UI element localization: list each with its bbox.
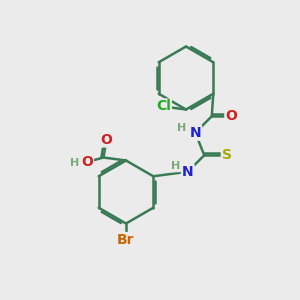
Text: H: H xyxy=(70,158,79,169)
Text: O: O xyxy=(225,109,237,123)
Text: N: N xyxy=(182,165,194,179)
Text: S: S xyxy=(222,148,232,162)
Text: H: H xyxy=(171,161,180,171)
Text: Br: Br xyxy=(117,233,135,247)
Text: O: O xyxy=(100,133,112,146)
Text: Cl: Cl xyxy=(156,100,171,113)
Text: N: N xyxy=(190,126,201,140)
Text: O: O xyxy=(81,155,93,169)
Text: H: H xyxy=(177,123,186,133)
